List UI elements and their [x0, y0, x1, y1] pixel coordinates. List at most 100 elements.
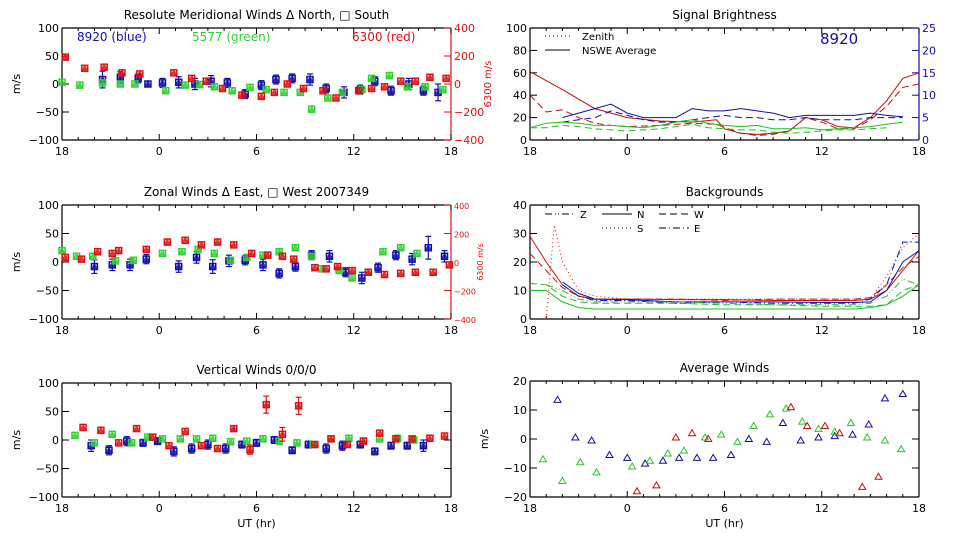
legend-label: Z [580, 210, 587, 221]
y-tick-label: 100 [38, 377, 59, 390]
data-point-marker [272, 75, 280, 82]
y2-tick-label: 15 [922, 67, 936, 80]
x-tick-label: 18 [523, 502, 537, 515]
data-point [796, 435, 806, 444]
data-point-marker [392, 251, 400, 258]
data-point-marker [307, 252, 316, 259]
y-axis-label: m/s [478, 429, 491, 449]
data-point-marker [364, 268, 373, 275]
data-point-marker [403, 83, 411, 90]
data-point [571, 433, 580, 441]
x-tick-label: 18 [55, 502, 69, 515]
data-point-marker [426, 434, 434, 441]
data-point-marker [136, 70, 144, 77]
data-point-marker [144, 80, 152, 87]
data-point-marker [288, 74, 296, 81]
y-tick-label: 0 [520, 433, 527, 446]
y-tick-label: 100 [38, 199, 59, 212]
data-point-marker [424, 243, 433, 251]
data-point [749, 421, 759, 429]
data-point-marker [294, 402, 303, 409]
data-point-marker [162, 86, 170, 94]
y-tick-label: 100 [38, 22, 59, 35]
series-line [529, 83, 920, 137]
data-point [592, 467, 601, 476]
data-point-marker [187, 74, 196, 81]
data-point [687, 428, 697, 437]
data-point-marker [116, 73, 125, 80]
data-point-marker [311, 263, 319, 271]
data-point-marker [332, 94, 340, 101]
data-point-marker [397, 77, 405, 84]
series-line [529, 71, 920, 135]
data-point-marker [278, 252, 287, 259]
x-tick-label: 12 [815, 502, 829, 515]
series-8920-e [562, 241, 919, 304]
annotation-label: 8920 (blue) [77, 30, 147, 44]
data-point-marker [375, 429, 384, 436]
y-tick-label: 100 [506, 22, 527, 35]
data-point-marker [105, 446, 113, 453]
data-point-marker [230, 424, 238, 432]
legend-label: Zenith [582, 32, 614, 43]
series-line [546, 278, 920, 306]
data-point [538, 454, 548, 463]
data-point [862, 433, 872, 441]
data-point-marker [270, 88, 279, 95]
data-point-marker [218, 84, 227, 91]
x-tick-label: 12 [815, 324, 829, 337]
x-tick-label: 6 [721, 502, 728, 515]
data-point-marker [226, 256, 235, 263]
y-tick-label: −20 [504, 491, 527, 504]
x-tick-label: 18 [523, 324, 537, 337]
y-tick-label: 0 [520, 134, 527, 147]
data-point-marker [333, 262, 342, 269]
data-point-marker [174, 262, 183, 269]
series-line [529, 253, 920, 302]
data-point-marker [139, 439, 147, 446]
data-point-marker [158, 79, 167, 86]
data-point-marker [440, 252, 449, 259]
data-point [674, 453, 684, 461]
x-tick-label: 6 [253, 502, 260, 515]
data-point-marker [192, 435, 201, 442]
data-point [814, 424, 823, 432]
series-8920 [90, 235, 449, 285]
data-point-marker [61, 53, 69, 60]
series-6300-w [529, 253, 920, 302]
data-point-marker [392, 435, 400, 442]
y2-tick-label: −400 [454, 316, 476, 325]
x-tick-label: 0 [156, 145, 163, 158]
data-point-marker [348, 266, 356, 273]
data-point [627, 462, 637, 470]
data-point-marker [221, 444, 230, 451]
data-point-marker [90, 262, 99, 269]
data-point-marker [209, 434, 217, 441]
series-6300 [632, 402, 883, 495]
data-point-marker [174, 78, 183, 85]
data-point [778, 418, 788, 427]
data-point [733, 437, 742, 445]
data-point-marker [408, 255, 416, 262]
data-point [652, 480, 661, 489]
y-tick-label: 0 [52, 256, 59, 269]
data-point-marker [165, 441, 173, 449]
data-point-marker [197, 241, 206, 248]
data-point-marker [324, 94, 332, 101]
series-line [562, 110, 903, 123]
x-tick-label: 18 [523, 145, 537, 158]
data-point-marker [111, 257, 120, 264]
data-point-marker [426, 73, 434, 80]
data-point-marker [397, 269, 405, 276]
data-point-marker [202, 77, 210, 84]
x-tick-label: 18 [912, 145, 926, 158]
data-point-marker [397, 243, 405, 251]
x-tick-label: 18 [55, 145, 69, 158]
x-tick-label: 0 [624, 145, 631, 158]
data-point-marker [223, 79, 232, 86]
y2-tick-label: 10 [922, 89, 936, 102]
data-point-marker [100, 63, 108, 70]
y-tick-label: 50 [45, 50, 59, 63]
